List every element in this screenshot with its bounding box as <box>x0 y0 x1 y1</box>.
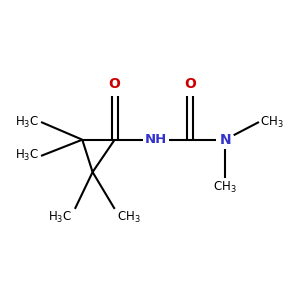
Text: CH$_3$: CH$_3$ <box>117 210 141 226</box>
Text: H$_3$C: H$_3$C <box>15 148 39 164</box>
Text: CH$_3$: CH$_3$ <box>260 115 284 130</box>
Text: N: N <box>219 133 231 147</box>
Text: NH: NH <box>145 133 167 146</box>
Text: O: O <box>109 77 121 91</box>
Text: H$_3$C: H$_3$C <box>15 115 39 130</box>
Text: CH$_3$: CH$_3$ <box>213 180 237 195</box>
Text: H$_3$C: H$_3$C <box>49 210 73 226</box>
Text: O: O <box>184 77 196 91</box>
